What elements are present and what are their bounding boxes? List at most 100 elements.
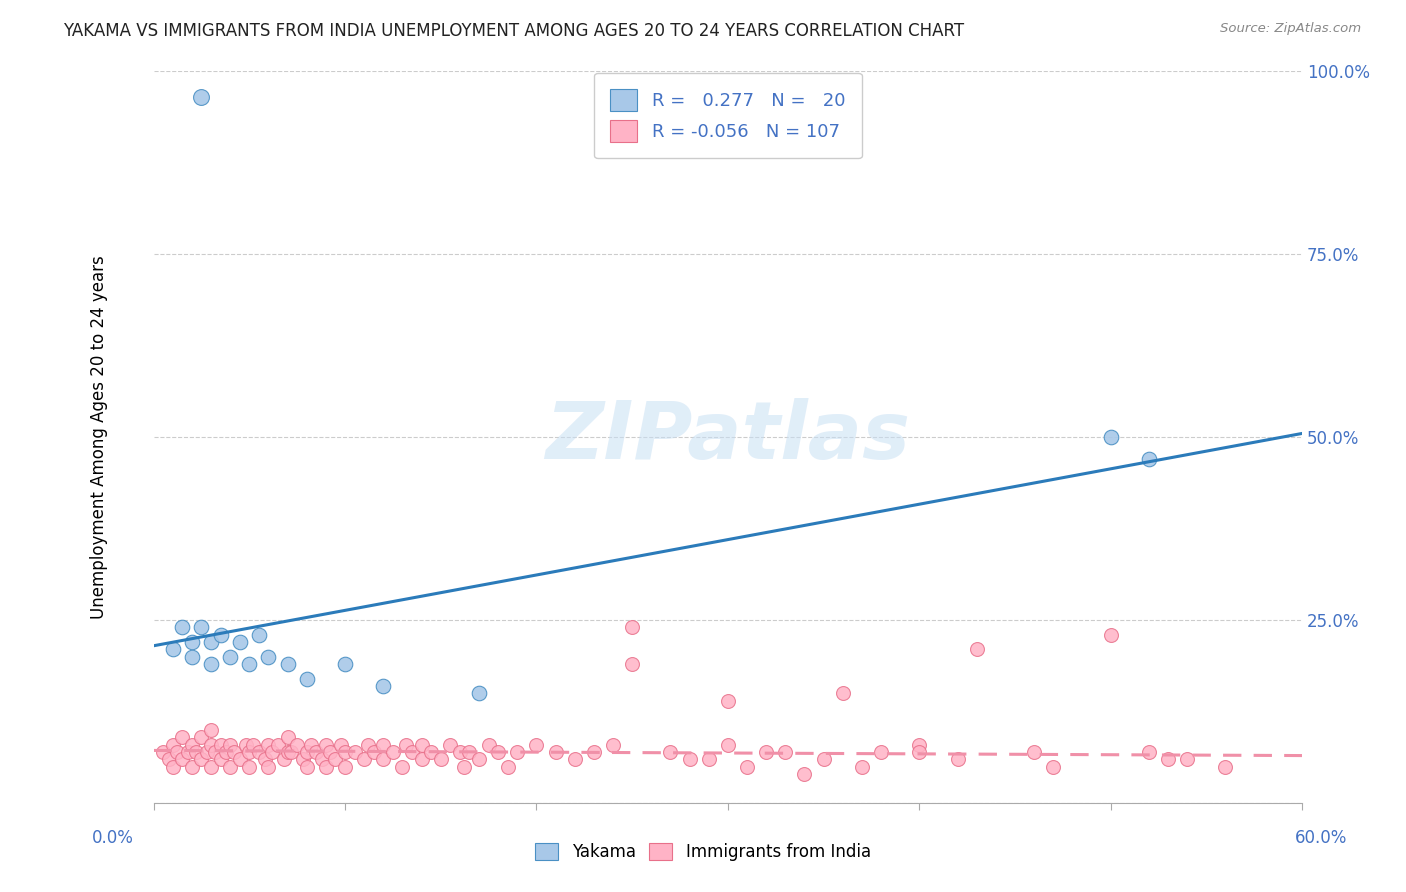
Point <box>190 731 212 745</box>
Point <box>209 628 232 642</box>
Point <box>299 738 322 752</box>
Point <box>229 635 252 649</box>
Point <box>544 745 567 759</box>
Point <box>908 745 931 759</box>
Point <box>195 745 218 759</box>
Point <box>1137 745 1160 759</box>
Point <box>190 620 212 634</box>
Point <box>1099 628 1122 642</box>
Text: YAKAMA VS IMMIGRANTS FROM INDIA UNEMPLOYMENT AMONG AGES 20 TO 24 YEARS CORRELATI: YAKAMA VS IMMIGRANTS FROM INDIA UNEMPLOY… <box>63 22 965 40</box>
Point <box>449 745 471 759</box>
Point <box>381 745 404 759</box>
Point <box>496 759 519 773</box>
Point <box>602 738 624 752</box>
Point <box>162 759 184 773</box>
Point <box>238 745 260 759</box>
Point <box>285 738 308 752</box>
Point <box>222 745 245 759</box>
Point <box>180 649 202 664</box>
Point <box>439 738 461 752</box>
Point <box>946 752 969 766</box>
Point <box>166 745 188 759</box>
Point <box>1157 752 1180 766</box>
Point <box>333 657 356 671</box>
Point <box>242 738 264 752</box>
Point <box>311 752 333 766</box>
Point <box>209 752 232 766</box>
Point <box>172 620 194 634</box>
Point <box>200 723 222 737</box>
Point <box>755 745 778 759</box>
Point <box>813 752 835 766</box>
Text: 60.0%: 60.0% <box>1295 829 1347 847</box>
Point <box>238 657 260 671</box>
Point <box>478 738 501 752</box>
Point <box>280 745 302 759</box>
Text: 0.0%: 0.0% <box>91 829 134 847</box>
Point <box>219 649 242 664</box>
Point <box>330 738 353 752</box>
Point <box>1137 452 1160 467</box>
Point <box>373 752 395 766</box>
Point <box>277 731 299 745</box>
Point <box>204 745 226 759</box>
Point <box>200 738 222 752</box>
Point <box>200 657 222 671</box>
Point <box>305 745 328 759</box>
Point <box>373 679 395 693</box>
Point <box>966 642 988 657</box>
Point <box>235 738 257 752</box>
Point <box>190 89 212 103</box>
Point <box>333 745 356 759</box>
Point <box>659 745 682 759</box>
Point <box>564 752 586 766</box>
Point <box>162 642 184 657</box>
Point <box>152 745 174 759</box>
Point <box>295 759 318 773</box>
Point <box>1022 745 1045 759</box>
Point <box>325 752 347 766</box>
Point <box>295 745 318 759</box>
Point <box>395 738 418 752</box>
Point <box>333 759 356 773</box>
Point <box>717 738 740 752</box>
Point <box>190 752 212 766</box>
Point <box>363 745 385 759</box>
Point <box>219 738 242 752</box>
Point <box>253 752 276 766</box>
Point <box>209 738 232 752</box>
Point <box>1099 430 1122 444</box>
Text: Unemployment Among Ages 20 to 24 years: Unemployment Among Ages 20 to 24 years <box>90 255 107 619</box>
Point <box>775 745 797 759</box>
Point <box>315 759 337 773</box>
Text: ZIPatlas: ZIPatlas <box>546 398 910 476</box>
Point <box>267 738 290 752</box>
Point <box>295 672 318 686</box>
Point <box>870 745 893 759</box>
Point <box>177 745 200 759</box>
Point <box>831 686 853 700</box>
Point <box>621 620 644 634</box>
Point <box>247 745 270 759</box>
Point <box>319 745 342 759</box>
Point <box>429 752 451 766</box>
Point <box>526 738 548 752</box>
Point <box>215 745 238 759</box>
Point <box>200 635 222 649</box>
Point <box>277 745 299 759</box>
Point <box>277 657 299 671</box>
Point <box>1215 759 1237 773</box>
Point <box>486 745 509 759</box>
Point <box>262 745 284 759</box>
Point <box>172 731 194 745</box>
Point <box>1042 759 1064 773</box>
Point <box>257 759 280 773</box>
Point <box>373 738 395 752</box>
Point <box>420 745 443 759</box>
Point <box>506 745 529 759</box>
Legend: Yakama, Immigrants from India: Yakama, Immigrants from India <box>529 836 877 868</box>
Point <box>343 745 366 759</box>
Point <box>1175 752 1198 766</box>
Point <box>273 752 295 766</box>
Point <box>357 738 380 752</box>
